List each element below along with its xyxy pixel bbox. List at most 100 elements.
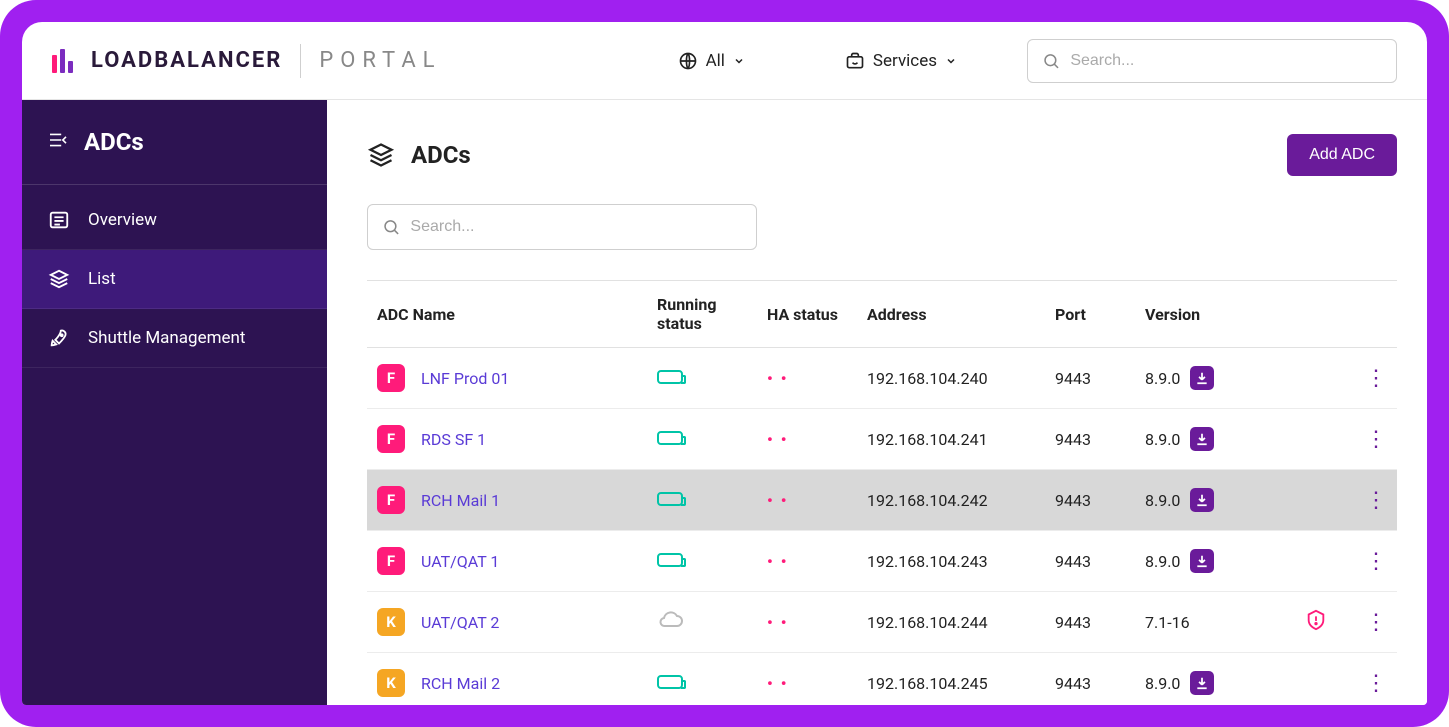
table-row[interactable]: FUAT/QAT 1• •192.168.104.24394438.9.0⋮	[367, 531, 1397, 592]
chevron-down-icon	[733, 55, 745, 67]
app-frame: LOADBALANCER PORTAL All Services	[0, 0, 1449, 727]
adc-port: 9443	[1045, 348, 1135, 409]
adc-address: 192.168.104.244	[857, 592, 1045, 653]
content-area: ADCs Add ADC ADC Name Running status HA …	[327, 100, 1427, 705]
adc-name-link[interactable]: LNF Prod 01	[421, 369, 509, 388]
globe-icon	[678, 51, 698, 71]
table-header-row: ADC Name Running status HA status Addres…	[367, 281, 1397, 348]
adc-version: 8.9.0	[1145, 491, 1180, 510]
adc-address: 192.168.104.242	[857, 470, 1045, 531]
col-header-ha: HA status	[757, 281, 857, 348]
sidebar-item-label: Shuttle Management	[88, 328, 245, 348]
ha-status-icon: • •	[767, 674, 788, 693]
adc-address: 192.168.104.240	[857, 348, 1045, 409]
adc-badge: F	[377, 486, 405, 514]
download-icon[interactable]	[1190, 366, 1214, 390]
portal-label: PORTAL	[319, 48, 441, 73]
adc-address: 192.168.104.243	[857, 531, 1045, 592]
running-status-icon	[657, 370, 683, 384]
download-icon[interactable]	[1190, 549, 1214, 573]
table-row[interactable]: F RDS SF 1 • • 192.168.104.2419443 8.9.0 ⋮	[367, 409, 1397, 470]
running-status-icon	[657, 553, 683, 567]
running-status-icon	[657, 492, 683, 506]
page-header: ADCs Add ADC	[367, 134, 1397, 176]
adc-port: 9443	[1045, 409, 1135, 470]
body: ADCs Overview List Shuttle Management	[22, 100, 1427, 705]
logo-block: LOADBALANCER PORTAL	[52, 44, 442, 78]
global-search-input[interactable]	[1070, 52, 1382, 70]
download-icon[interactable]	[1190, 671, 1214, 695]
warning-icon	[1305, 616, 1327, 635]
adc-version: 8.9.0	[1145, 369, 1180, 388]
services-label: Services	[873, 51, 937, 71]
brand-name: LOADBALANCER	[91, 48, 282, 73]
adc-address: 192.168.104.245	[857, 653, 1045, 706]
sidebar-item-list[interactable]: List	[22, 250, 327, 309]
scope-label: All	[706, 51, 725, 71]
adc-version: 7.1-16	[1145, 613, 1190, 632]
adc-name-link[interactable]: UAT/QAT 2	[421, 613, 499, 632]
col-header-address: Address	[857, 281, 1045, 348]
running-status-icon	[657, 675, 683, 689]
table-search-input[interactable]	[410, 218, 742, 236]
table-row[interactable]: F LNF Prod 01 • • 192.168.104.2409443 8.9.0 ⋮	[367, 348, 1397, 409]
sidebar-item-label: List	[88, 269, 116, 289]
rocket-icon	[48, 327, 70, 349]
ha-status-icon: • •	[767, 369, 788, 388]
layers-icon	[48, 268, 70, 290]
overview-icon	[48, 209, 70, 231]
row-menu-button[interactable]: ⋮	[1365, 671, 1387, 696]
row-menu-button[interactable]: ⋮	[1365, 427, 1387, 452]
table-row[interactable]: K UAT/QAT 2 • • 192.168.104.2449443 7.1-16 ⋮	[367, 592, 1397, 653]
adc-name-link[interactable]: UAT/QAT 1	[421, 552, 499, 571]
sidebar: ADCs Overview List Shuttle Management	[22, 100, 327, 705]
brand-divider	[300, 44, 301, 78]
adc-address: 192.168.104.241	[857, 409, 1045, 470]
chevron-down-icon	[945, 55, 957, 67]
row-menu-button[interactable]: ⋮	[1365, 488, 1387, 513]
col-header-port: Port	[1045, 281, 1135, 348]
scope-selector[interactable]: All	[678, 51, 745, 71]
adc-name-link[interactable]: RDS SF 1	[421, 430, 486, 449]
ha-status-icon: • •	[767, 430, 788, 449]
search-icon	[382, 217, 400, 237]
table-search[interactable]	[367, 204, 757, 250]
ha-status-icon: • •	[767, 552, 788, 571]
ha-status-icon: • •	[767, 491, 788, 510]
table-row[interactable]: F RCH Mail 1 • • 192.168.104.2429443 8.9.0 ⋮	[367, 470, 1397, 531]
services-selector[interactable]: Services	[845, 51, 957, 71]
adc-port: 9443	[1045, 470, 1135, 531]
search-icon	[1042, 51, 1060, 71]
adc-version: 8.9.0	[1145, 674, 1180, 693]
adc-port: 9443	[1045, 653, 1135, 706]
adc-port: 9443	[1045, 592, 1135, 653]
collapse-sidebar-icon[interactable]	[48, 132, 68, 153]
adc-badge: F	[377, 364, 405, 392]
row-menu-button[interactable]: ⋮	[1365, 610, 1387, 635]
adc-badge: K	[377, 608, 405, 636]
global-search[interactable]	[1027, 39, 1397, 83]
adc-badge: F	[377, 547, 405, 575]
table-row[interactable]: K RCH Mail 2 • • 192.168.104.2459443 8.9.0 ⋮	[367, 653, 1397, 706]
adc-name-link[interactable]: RCH Mail 2	[421, 674, 500, 693]
row-menu-button[interactable]: ⋮	[1365, 549, 1387, 574]
logo-icon	[52, 49, 73, 73]
adc-badge: K	[377, 669, 405, 697]
adc-version: 8.9.0	[1145, 430, 1180, 449]
add-adc-button[interactable]: Add ADC	[1287, 134, 1397, 176]
sidebar-header: ADCs	[22, 128, 327, 185]
download-icon[interactable]	[1190, 427, 1214, 451]
running-status-icon	[657, 614, 685, 633]
adc-port: 9443	[1045, 531, 1135, 592]
sidebar-item-label: Overview	[88, 210, 157, 230]
adc-badge: F	[377, 425, 405, 453]
download-icon[interactable]	[1190, 488, 1214, 512]
layers-icon	[367, 141, 395, 169]
topbar: LOADBALANCER PORTAL All Services	[22, 22, 1427, 100]
sidebar-item-overview[interactable]: Overview	[22, 191, 327, 250]
adc-name-link[interactable]: RCH Mail 1	[421, 491, 500, 510]
running-status-icon	[657, 431, 683, 445]
ha-status-icon: • •	[767, 613, 788, 632]
row-menu-button[interactable]: ⋮	[1365, 366, 1387, 391]
sidebar-item-shuttle[interactable]: Shuttle Management	[22, 309, 327, 368]
